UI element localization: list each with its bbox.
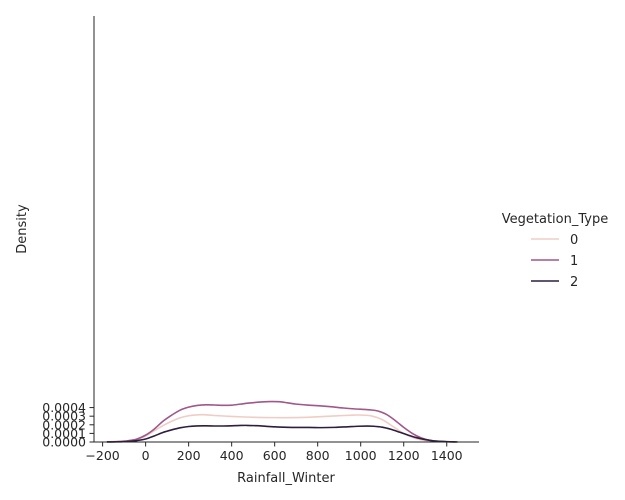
y-tick-label: 0.0002 [42, 417, 86, 432]
plot-area: −200 0 200 400 600 800 1000 1200 1400 0.00000.00… [42, 16, 479, 463]
y-tick-label: 0.0000 [42, 435, 86, 450]
legend-label-0: 0 [570, 233, 578, 248]
x-tick-label: 1000 [345, 448, 377, 463]
y-tick-label: 0.0003 [42, 409, 86, 424]
x-tick-label: 200 [177, 448, 201, 463]
legend: Vegetation_Type 0 1 2 [502, 212, 608, 290]
y-axis-label: Density [15, 204, 30, 254]
x-tick-label: −200 [85, 448, 119, 463]
x-tick-label: 1400 [431, 448, 463, 463]
x-tick-label: 0 [142, 448, 150, 463]
x-tick-label: 600 [263, 448, 287, 463]
legend-title: Vegetation_Type [502, 212, 608, 227]
legend-entries: 0 1 2 [531, 233, 578, 290]
x-tick-label: 400 [220, 448, 244, 463]
legend-label-2: 2 [570, 275, 578, 290]
legend-label-1: 1 [570, 254, 578, 269]
density-lines [106, 400, 458, 443]
x-axis-label: Rainfall_Winter [237, 471, 335, 486]
x-tick-label: 1200 [388, 448, 420, 463]
y-tick-label: 0.0004 [42, 400, 86, 415]
density-line-1 [106, 400, 456, 443]
density-line-0 [106, 413, 456, 443]
x-tick-label: 800 [306, 448, 330, 463]
y-tick-label: 0.0001 [42, 426, 86, 441]
x-ticks: −200 0 200 400 600 800 1000 1200 1400 [85, 442, 463, 463]
density-line-2 [106, 424, 458, 443]
